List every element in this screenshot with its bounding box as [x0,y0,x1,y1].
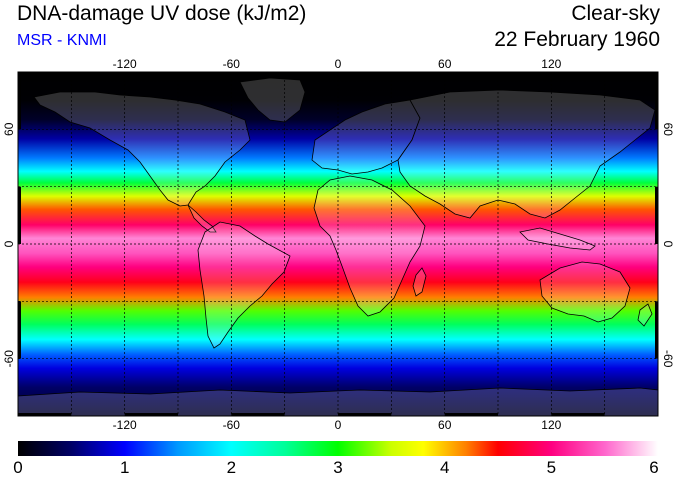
lat-ticks-left: 60 0 -60 [2,122,16,367]
colorbar [18,441,658,456]
lat-tick-right-3: -60 [661,350,675,368]
lat-tick-right-1: 60 [661,123,675,137]
frame-bar-left-3 [18,301,21,359]
frame-bar-top-3 [231,72,285,75]
frame-bar-right-3 [655,301,658,359]
frame-bar-top-5 [444,72,498,75]
south-america-outline [197,221,291,349]
lon-tick-top-3: 0 [335,57,342,71]
lon-tick-top-1: -120 [113,57,137,71]
frame-bar-top-1 [18,72,72,75]
map-frame: -120 -60 0 60 120 -120 -60 0 60 120 60 0… [2,57,675,432]
colorbar-label-2: 2 [226,458,237,477]
land-outlines [17,77,659,417]
lon-tick-bottom-5: 120 [541,418,561,432]
frame-bar-bottom-1 [18,413,72,416]
frame-bar-bottom-6 [551,413,605,416]
lat-tick-left-1: 60 [2,122,16,136]
lon-tick-bottom-1: -120 [113,418,137,432]
colorbar-label-6: 6 [649,458,659,477]
colorbar-label-5: 5 [546,458,557,477]
source-label: MSR - KNMI [17,32,107,49]
lon-tick-top-2: -60 [223,57,241,71]
date-label: 22 February 1960 [494,28,660,51]
indonesia-outline [519,227,596,251]
lon-tick-bottom-2: -60 [223,418,241,432]
sky-condition-label: Clear-sky [571,2,660,25]
new-zealand-outline [637,303,653,327]
map-title: DNA-damage UV dose (kJ/m2) [17,2,307,25]
madagascar-outline [412,267,427,297]
lat-tick-left-3: -60 [2,350,16,368]
lon-tick-bottom-4: 60 [438,418,452,432]
central-america-outline [187,204,217,233]
frame-bar-left-2 [18,186,21,244]
frame-bar-bottom-4 [338,413,392,416]
lon-ticks-bottom: -120 -60 0 60 120 [113,418,562,432]
lat-ticks-right: 60 0 -60 [661,123,675,368]
frame-bar-bottom-2 [124,413,178,416]
colorbar-gradient [18,441,658,456]
colorbar-label-1: 1 [119,458,130,477]
frame-bar-top-6 [551,72,605,75]
frame-bar-bottom-3 [231,413,285,416]
asia-outline [397,89,656,219]
frame-bar-top-2 [124,72,178,75]
lat-tick-left-2: 0 [2,240,16,247]
africa-outline [313,175,426,317]
colorbar-label-3: 3 [333,458,343,477]
frame-bar-right-1 [655,72,658,130]
frame-bar-bottom-5 [444,413,498,416]
lat-tick-right-2: 0 [661,241,675,248]
greenland-outline [239,77,306,123]
frame-bar-right-2 [655,186,658,244]
frame-bars [18,72,658,416]
colorbar-label-0: 0 [13,458,23,477]
lon-tick-top-4: 60 [438,57,452,71]
graticule [18,72,658,416]
lon-tick-top-5: 120 [541,57,561,71]
australia-outline [539,261,631,323]
lon-tick-bottom-3: 0 [335,418,342,432]
colorbar-label-4: 4 [439,458,450,477]
frame-bar-left-1 [18,72,21,130]
lon-ticks-top: -120 -60 0 60 120 [113,57,562,71]
north-america-outline [33,91,251,207]
frame-bar-top-4 [338,72,392,75]
